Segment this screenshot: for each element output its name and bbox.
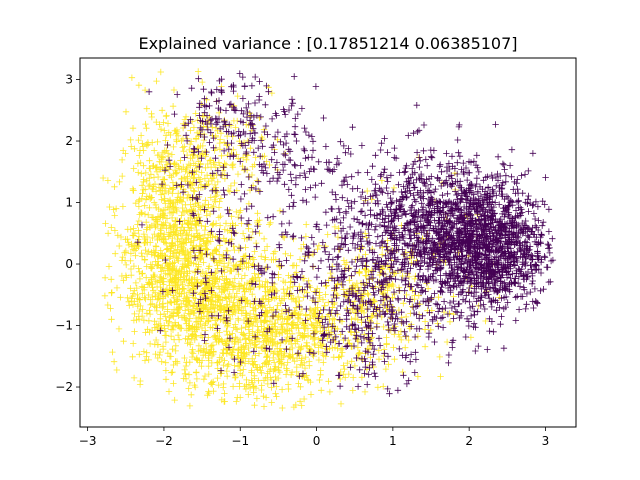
x-tick-label: −3 [79, 434, 97, 448]
series-1-points [134, 70, 557, 397]
series-0-points [99, 68, 503, 412]
y-tick-label: −2 [55, 380, 73, 394]
x-tick-label: −2 [155, 434, 173, 448]
series-1-markers [134, 70, 557, 397]
x-tick-label: 3 [542, 434, 550, 448]
chart-title: Explained variance : [0.17851214 0.06385… [138, 34, 517, 53]
plot-frame [79, 57, 577, 428]
x-tick-label: 1 [389, 434, 397, 448]
scatter-points [99, 68, 557, 412]
series-0-markers [99, 68, 503, 412]
y-tick-label: 2 [65, 134, 73, 148]
x-tick-label: −1 [231, 434, 249, 448]
y-tick-label: 0 [65, 257, 73, 271]
y-tick-label: −1 [55, 319, 73, 333]
y-axis: −2 −1 0 1 2 3 [55, 73, 80, 394]
y-tick-label: 3 [65, 73, 73, 87]
y-tick-label: 1 [65, 196, 73, 210]
x-tick-label: 0 [313, 434, 321, 448]
x-tick-label: 2 [465, 434, 473, 448]
x-axis: −3 −2 −1 0 1 2 3 [79, 427, 550, 448]
